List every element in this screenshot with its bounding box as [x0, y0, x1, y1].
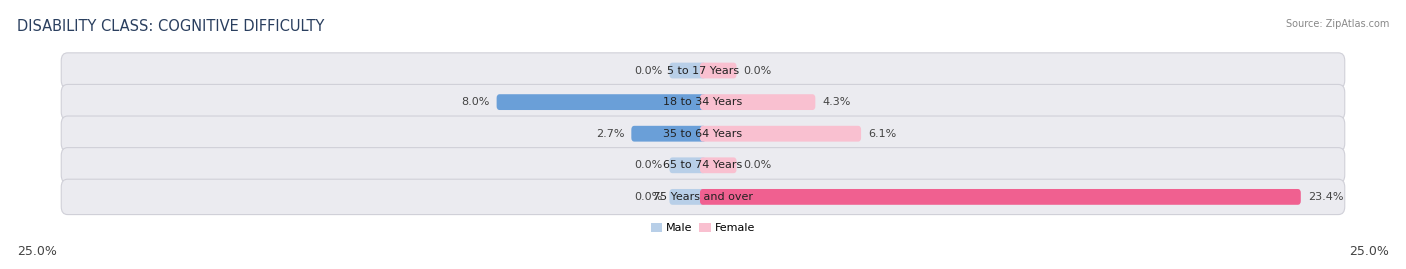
FancyBboxPatch shape — [62, 53, 1344, 88]
Text: 65 to 74 Years: 65 to 74 Years — [664, 160, 742, 170]
Text: 2.7%: 2.7% — [596, 129, 624, 139]
FancyBboxPatch shape — [62, 179, 1344, 215]
Legend: Male, Female: Male, Female — [647, 218, 759, 238]
FancyBboxPatch shape — [700, 157, 737, 173]
FancyBboxPatch shape — [631, 126, 706, 141]
Text: Source: ZipAtlas.com: Source: ZipAtlas.com — [1285, 19, 1389, 29]
FancyBboxPatch shape — [669, 157, 706, 173]
Text: 8.0%: 8.0% — [461, 97, 489, 107]
FancyBboxPatch shape — [700, 189, 1301, 205]
FancyBboxPatch shape — [700, 126, 860, 141]
Text: 23.4%: 23.4% — [1308, 192, 1343, 202]
Text: 75 Years and over: 75 Years and over — [652, 192, 754, 202]
FancyBboxPatch shape — [62, 148, 1344, 183]
Text: 0.0%: 0.0% — [744, 160, 772, 170]
Text: 18 to 34 Years: 18 to 34 Years — [664, 97, 742, 107]
FancyBboxPatch shape — [496, 94, 706, 110]
Text: 4.3%: 4.3% — [823, 97, 851, 107]
FancyBboxPatch shape — [62, 84, 1344, 120]
Text: 0.0%: 0.0% — [634, 66, 662, 76]
Text: 5 to 17 Years: 5 to 17 Years — [666, 66, 740, 76]
Text: 25.0%: 25.0% — [17, 245, 56, 258]
FancyBboxPatch shape — [669, 189, 706, 205]
FancyBboxPatch shape — [700, 63, 737, 79]
Text: 6.1%: 6.1% — [868, 129, 897, 139]
FancyBboxPatch shape — [62, 116, 1344, 151]
FancyBboxPatch shape — [700, 94, 815, 110]
Text: 25.0%: 25.0% — [1350, 245, 1389, 258]
Text: 0.0%: 0.0% — [634, 160, 662, 170]
Text: 35 to 64 Years: 35 to 64 Years — [664, 129, 742, 139]
FancyBboxPatch shape — [669, 63, 706, 79]
Text: DISABILITY CLASS: COGNITIVE DIFFICULTY: DISABILITY CLASS: COGNITIVE DIFFICULTY — [17, 19, 325, 34]
Text: 0.0%: 0.0% — [634, 192, 662, 202]
Text: 0.0%: 0.0% — [744, 66, 772, 76]
